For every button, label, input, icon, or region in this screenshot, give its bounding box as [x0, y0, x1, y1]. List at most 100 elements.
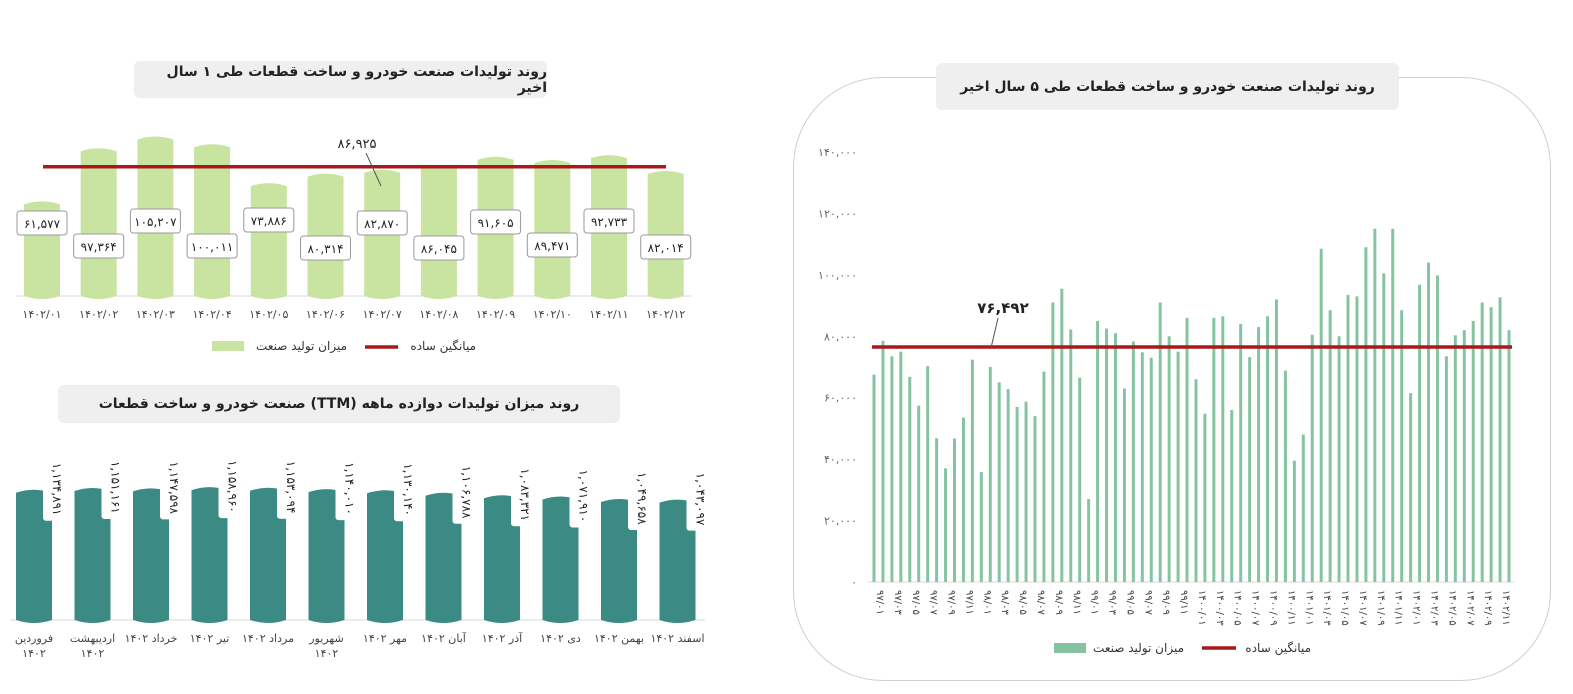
chart3-x-tick-label: ۱۴۰۰/۱۱: [1285, 590, 1296, 626]
chart1-legend-bar-label: میزان تولید صنعت: [256, 339, 347, 354]
chart2-label-notch: [394, 461, 414, 522]
chart3-x-tick-label: ۱۴۰۲/۱۱: [1500, 590, 1511, 626]
chart3-bar: [1507, 330, 1511, 582]
chart2-x-tick-label: اسفند ۱۴۰۲: [650, 632, 704, 645]
chart3-bar: [1498, 297, 1502, 582]
chart3-bar: [1033, 416, 1037, 582]
chart1-x-tick-label: ۱۴۰۲/۱۱: [589, 308, 628, 321]
chart3-x-tick-label: ۹۷/۰۵: [910, 590, 921, 615]
chart1-legend-swatch-bar: [212, 341, 244, 351]
chart2-bar: [191, 487, 228, 623]
chart1-data-label: ۹۲,۷۳۳: [591, 215, 628, 229]
chart3-average-leader: [990, 317, 999, 349]
chart2-label-notch: [686, 470, 707, 531]
chart2-data-label: ۱,۱۰۶,۷۸۸: [460, 466, 474, 519]
chart1-bar: [420, 165, 457, 299]
chart3-bar: [1185, 317, 1189, 582]
chart3-bar: [1266, 316, 1270, 582]
chart3-bar: [1471, 320, 1475, 582]
chart3-x-tick-label: ۹۹/۱۱: [1178, 590, 1189, 615]
chart3-y-tick-label: ۲۰,۰۰۰: [824, 515, 857, 528]
chart2-data-label: ۱,۱۵۱,۱۶۱: [109, 461, 123, 514]
chart3-x-tick-label: ۱۴۰۲/۰۱: [1411, 590, 1422, 626]
chart3-bar: [1230, 410, 1234, 582]
chart3-bar: [1319, 248, 1323, 582]
chart3-bar: [1131, 341, 1135, 582]
chart2-bar: [367, 490, 403, 623]
chart1-x-tick-label: ۱۴۰۲/۰۳: [136, 308, 175, 321]
chart2-x-tick-label: اردیبهشت: [70, 632, 115, 645]
chart2-bar: [542, 496, 579, 623]
chart3-bar: [1087, 499, 1091, 582]
chart3-bar: [1489, 307, 1493, 582]
chart3-bar: [917, 405, 921, 582]
chart3-y-tick-label: ۸۰,۰۰۰: [824, 330, 857, 343]
chart3-y-tick-label: ۶۰,۰۰۰: [824, 392, 857, 405]
chart2-bar: [659, 499, 696, 623]
chart3-bar: [890, 356, 894, 582]
chart1-data-label-box: [243, 207, 295, 233]
chart2-label-notch: [43, 460, 63, 521]
chart3-x-tick-label: ۹۷/۰۹: [946, 590, 957, 615]
chart1-bar: [534, 159, 571, 299]
chart2-bar: [74, 487, 111, 623]
chart2-x-tick-label: ۱۴۰۲: [315, 647, 339, 660]
chart2-bar: [133, 488, 169, 623]
chart3-x-tick-label: ۹۹/۰۱: [1089, 590, 1100, 615]
chart2-bar: [250, 487, 286, 623]
chart1-data-label-box: [300, 235, 351, 261]
chart1-data-label-box: [640, 234, 692, 260]
chart2-x-tick-label: خرداد ۱۴۰۲: [125, 632, 178, 645]
chart1-data-label-box: [186, 233, 238, 259]
chart3-bar: [1122, 388, 1126, 582]
chart3-bar: [997, 382, 1001, 582]
chart1-x-tick-label: ۱۴۰۲/۰۶: [306, 308, 345, 321]
chart3-bar: [1391, 228, 1395, 583]
chart3-bar: [908, 376, 912, 582]
chart3-bar: [1409, 393, 1413, 582]
chart3-x-tick-label: ۱۴۰۰/۰۳: [1214, 590, 1225, 626]
chart3-bar: [1015, 406, 1019, 582]
chart3-x-tick-label: ۱۴۰۱/۰۵: [1339, 590, 1350, 626]
chart1-data-label: ۸۲,۸۷۰: [364, 217, 400, 231]
chart1-bar: [194, 144, 231, 299]
chart3-bar: [935, 438, 939, 582]
chart3-x-tick-label: ۱۴۰۱/۰۱: [1303, 590, 1314, 626]
chart2-label-notch: [569, 467, 590, 528]
chart1-data-label-box: [16, 210, 68, 236]
chart3-bar: [1113, 333, 1117, 582]
chart3-bar: [961, 417, 965, 582]
chart3-x-tick-label: ۹۸/۰۷: [1035, 590, 1046, 615]
chart2-data-label: ۱,۱۳۰,۱۴۰: [401, 463, 415, 516]
chart2-label-notch: [511, 466, 531, 527]
chart1-average-label: ۸۶,۹۲۵: [337, 137, 376, 152]
chart3-bar: [1096, 320, 1100, 582]
chart1-data-label: ۸۲,۰۱۴: [648, 241, 684, 255]
chart1-data-label-box: [526, 232, 578, 258]
chart3-bar: [1024, 401, 1028, 582]
chart2-data-label: ۱,۱۳۴,۸۹۱: [50, 463, 64, 516]
chart3-y-tick-label: ۰: [851, 576, 857, 589]
chart2-x-tick-label: شهریور: [308, 632, 343, 645]
chart3-x-tick-label: ۱۴۰۲/۰۷: [1464, 590, 1475, 626]
chart1-x-tick-label: ۱۴۰۲/۰۱: [22, 308, 61, 321]
chart3-bar: [1149, 357, 1153, 582]
chart3-bar: [1140, 352, 1144, 582]
chart2-x-tick-label: آذر ۱۴۰۲: [482, 631, 523, 645]
chart3-bar: [988, 367, 992, 582]
chart3-bar: [872, 374, 876, 582]
chart2-data-label: ۱,۰۴۳,۰۹۷: [694, 473, 708, 526]
chart3-bar: [1373, 228, 1377, 583]
chart3-title: روند تولیدات صنعت خودرو و ساخت قطعات طی …: [936, 63, 1399, 110]
chart1-x-tick-label: ۱۴۰۲/۰۲: [79, 308, 118, 321]
chart3-bar: [1444, 356, 1448, 582]
chart3-bar: [1337, 336, 1341, 582]
chart2-bar: [16, 489, 52, 623]
chart2-label-notch: [218, 458, 239, 519]
chart1-data-label: ۶۱,۵۷۷: [24, 217, 61, 231]
chart3-x-tick-label: ۱۴۰۱/۰۳: [1321, 590, 1332, 626]
chart2-plot: ۱,۱۳۴,۸۹۱ فروردین ۱۴۰۲ ۱,۱۵۱,۱۶۱ اردیبهشت ۱۴۰…: [10, 458, 708, 660]
chart1-data-label: ۱۰۵,۲۰۷: [134, 215, 177, 229]
chart3-legend-line-label: میانگین ساده: [1245, 641, 1311, 656]
chart3-x-tick-label: ۹۹/۰۷: [1142, 590, 1153, 615]
